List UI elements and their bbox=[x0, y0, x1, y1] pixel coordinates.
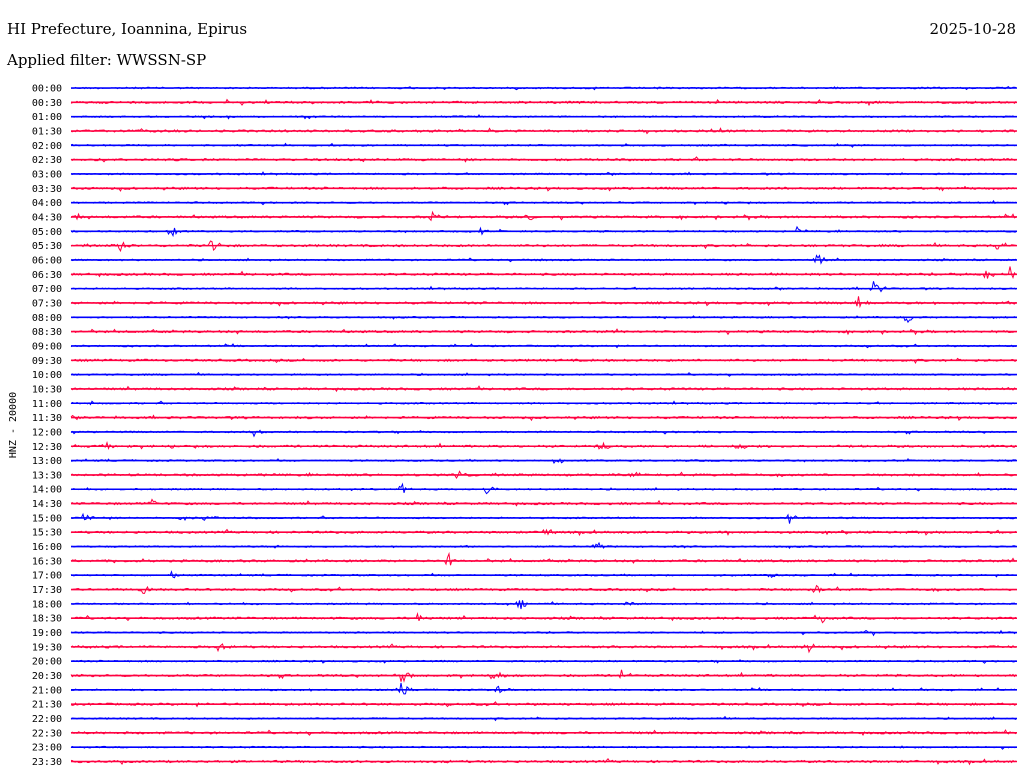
row-time-label: 23:00 bbox=[32, 743, 62, 754]
row-time-label: 08:00 bbox=[32, 313, 62, 324]
row-time-label: 04:00 bbox=[32, 198, 62, 209]
row-time-label: 13:30 bbox=[32, 470, 62, 481]
row-time-label: 12:30 bbox=[32, 442, 62, 453]
row-time-label: 02:00 bbox=[32, 141, 62, 152]
row-time-label: 14:30 bbox=[32, 499, 62, 510]
row-time-label: 17:30 bbox=[32, 585, 62, 596]
row-time-label: 10:30 bbox=[32, 384, 62, 395]
row-time-label: 01:00 bbox=[32, 112, 62, 123]
trace-row bbox=[70, 498, 1017, 507]
row-time-label: 17:00 bbox=[32, 571, 62, 582]
trace-row bbox=[70, 281, 1017, 293]
row-time-label: 16:00 bbox=[32, 542, 62, 553]
row-time-label: 13:00 bbox=[32, 456, 62, 467]
row-time-label: 23:30 bbox=[32, 757, 62, 768]
row-time-label: 21:00 bbox=[32, 685, 62, 696]
row-time-label: 02:30 bbox=[32, 155, 62, 166]
row-time-label: 08:30 bbox=[32, 327, 62, 338]
row-time-label: 14:00 bbox=[32, 485, 62, 496]
row-time-label: 00:00 bbox=[32, 84, 62, 95]
row-time-label: 11:00 bbox=[32, 399, 62, 410]
row-time-label: 00:30 bbox=[32, 98, 62, 109]
row-time-label: 15:00 bbox=[32, 513, 62, 524]
station-title: HI Prefecture, Ioannina, Epirus bbox=[7, 20, 248, 38]
row-time-label: 07:30 bbox=[32, 298, 62, 309]
row-time-label: 11:30 bbox=[32, 413, 62, 424]
date-label: 2025-10-28 bbox=[929, 20, 1016, 38]
row-time-label: 09:30 bbox=[32, 356, 62, 367]
row-time-label: 03:30 bbox=[32, 184, 62, 195]
row-time-label: 12:00 bbox=[32, 427, 62, 438]
trace-row bbox=[70, 551, 1017, 566]
row-time-label: 09:00 bbox=[32, 341, 62, 352]
row-time-label: 15:30 bbox=[32, 528, 62, 539]
trace-row bbox=[70, 266, 1017, 280]
trace-row bbox=[70, 512, 1017, 524]
row-time-label: 20:30 bbox=[32, 671, 62, 682]
row-time-label: 18:00 bbox=[32, 599, 62, 610]
row-time-label: 10:00 bbox=[32, 370, 62, 381]
row-time-label: 01:30 bbox=[32, 126, 62, 137]
trace-row bbox=[71, 541, 1017, 550]
row-time-label: 20:00 bbox=[32, 657, 62, 668]
row-time-label: 16:30 bbox=[32, 556, 62, 567]
row-time-label: 22:30 bbox=[32, 728, 62, 739]
trace-row bbox=[70, 296, 1017, 309]
y-axis-label: HNZ - 20000 bbox=[8, 392, 19, 458]
row-time-label: 05:00 bbox=[32, 227, 62, 238]
row-time-label: 21:30 bbox=[32, 700, 62, 711]
row-time-label: 05:30 bbox=[32, 241, 62, 252]
trace-row bbox=[70, 682, 1017, 695]
row-time-label: 07:00 bbox=[32, 284, 62, 295]
row-time-label: 22:00 bbox=[32, 714, 62, 725]
row-time-label: 04:30 bbox=[32, 212, 62, 223]
row-time-label: 06:30 bbox=[32, 270, 62, 281]
row-time-label: 03:00 bbox=[32, 169, 62, 180]
filter-label: Applied filter: WWSSN-SP bbox=[7, 51, 207, 69]
row-time-label: 06:00 bbox=[32, 255, 62, 266]
row-time-label: 19:30 bbox=[32, 642, 62, 653]
trace-row bbox=[70, 643, 1016, 654]
row-time-label: 19:00 bbox=[32, 628, 62, 639]
row-time-label: 18:30 bbox=[32, 614, 62, 625]
